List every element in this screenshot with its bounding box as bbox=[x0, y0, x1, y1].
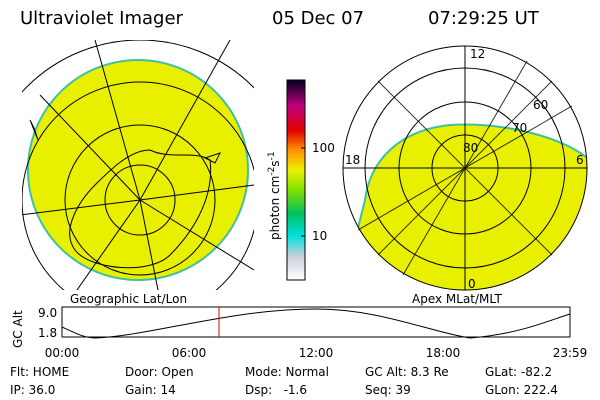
info-field: Seq: 39 bbox=[365, 383, 411, 397]
lat-label: 80 bbox=[463, 141, 478, 155]
info-field: GC Alt: 8.3 Re bbox=[365, 365, 449, 379]
info-field: GLat: -82.2 bbox=[485, 365, 552, 379]
info-field: Mode: Normal bbox=[245, 365, 329, 379]
info-field: Flt: HOME bbox=[10, 365, 69, 379]
colorbar bbox=[286, 79, 306, 281]
altitude-xtick: 12:00 bbox=[299, 346, 334, 360]
mlt-label: 12 bbox=[470, 47, 485, 61]
colorbar-tick: 100 bbox=[312, 141, 335, 155]
colorbar-ticks bbox=[301, 147, 305, 237]
altitude-xtick: 06:00 bbox=[172, 346, 207, 360]
date: 05 Dec 07 bbox=[272, 8, 364, 29]
altitude-curve bbox=[61, 308, 571, 339]
time: 07:29:25 UT bbox=[428, 8, 540, 29]
geo-map bbox=[22, 40, 254, 290]
altitude-xtick: 18:00 bbox=[426, 346, 461, 360]
info-field: IP: 36.0 bbox=[10, 383, 55, 397]
colorbar-unit: photon cm-2s-1 bbox=[267, 151, 282, 240]
info-field: Gain: 14 bbox=[125, 383, 176, 397]
mag-map bbox=[342, 45, 588, 291]
altitude-xtick: 00:00 bbox=[45, 346, 80, 360]
info-field: Door: Open bbox=[125, 365, 194, 379]
mlt-label: 0 bbox=[468, 277, 476, 291]
mlt-label: 18 bbox=[345, 153, 360, 167]
altitude-xtick: 23:59 bbox=[553, 346, 588, 360]
lat-label: 70 bbox=[512, 121, 527, 135]
info-panel: Flt: HOME Door: Open Mode: Normal GC Alt: 8… bbox=[10, 365, 558, 397]
altitude-ytick: 9.0 bbox=[38, 306, 57, 320]
info-field: Dsp: -1.6 bbox=[245, 383, 307, 397]
info-field: GLon: 222.4 bbox=[485, 383, 558, 397]
altitude-ytick: 1.8 bbox=[38, 326, 57, 340]
geo-map-label: Geographic Lat/Lon bbox=[70, 292, 187, 306]
colorbar-tick: 10 bbox=[312, 229, 327, 243]
altitude-ylabel: GC Alt bbox=[11, 310, 25, 348]
lat-label: 60 bbox=[533, 98, 548, 112]
instrument: Ultraviolet Imager bbox=[20, 8, 184, 29]
altitude-plot bbox=[61, 306, 571, 338]
mag-map-label: Apex MLat/MLT bbox=[412, 292, 502, 306]
mlt-label: 6 bbox=[576, 153, 584, 167]
